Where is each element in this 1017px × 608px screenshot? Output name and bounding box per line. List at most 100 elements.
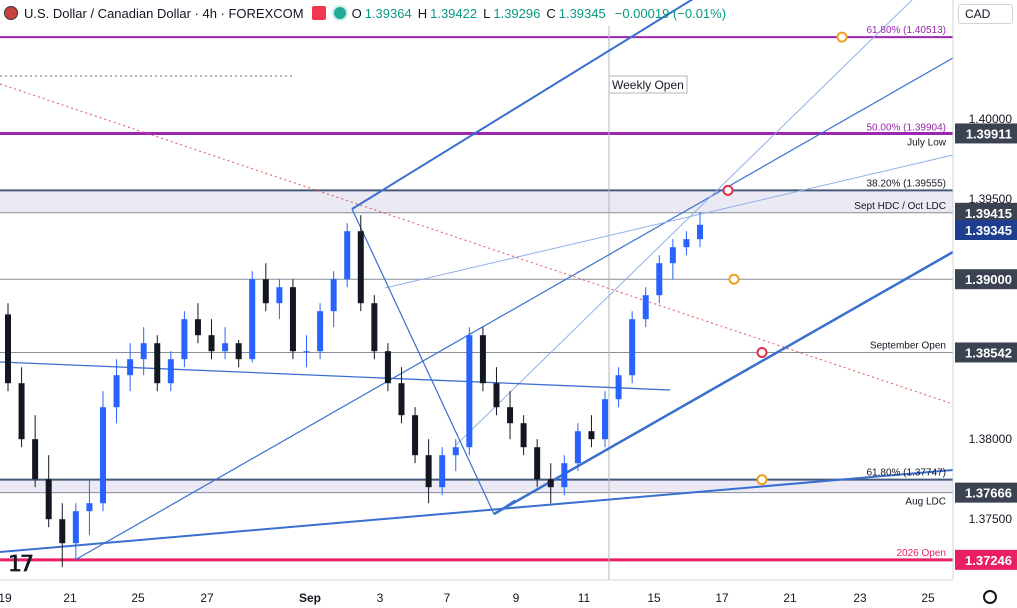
candle-body bbox=[127, 359, 134, 376]
candle-body bbox=[194, 319, 201, 336]
usd-cad-flag-icon bbox=[4, 6, 18, 20]
candle-body bbox=[371, 303, 378, 352]
chart-header: U.S. Dollar / Canadian Dollar · 4h · FOR… bbox=[0, 0, 732, 26]
price-axis bbox=[953, 0, 1017, 608]
candle-body bbox=[629, 319, 636, 376]
level-marker bbox=[756, 474, 768, 486]
candle-body bbox=[289, 287, 296, 352]
candle-body bbox=[113, 375, 120, 408]
candle-body bbox=[493, 383, 500, 408]
weekly-open-box bbox=[608, 75, 688, 94]
candle-body bbox=[330, 279, 337, 312]
close-label: C bbox=[546, 5, 556, 21]
x-tick-label: 9 bbox=[513, 591, 520, 605]
candle-body bbox=[669, 247, 676, 264]
candle-body bbox=[249, 279, 256, 360]
candle-body bbox=[425, 455, 432, 488]
candle-body bbox=[479, 335, 486, 384]
candle-body bbox=[32, 439, 39, 480]
base-trendline bbox=[0, 469, 954, 553]
candle-body bbox=[86, 503, 93, 512]
price-label: 1.38542 bbox=[965, 345, 1012, 360]
close-value: 1.39345 bbox=[558, 5, 606, 21]
candle-body bbox=[588, 431, 595, 440]
candle-body bbox=[561, 463, 568, 488]
x-tick-label: Sep bbox=[299, 591, 321, 605]
x-tick-label: 25 bbox=[921, 591, 935, 605]
candle-body bbox=[235, 343, 242, 360]
resistance-zone bbox=[0, 190, 953, 213]
price-label: 1.39911 bbox=[966, 126, 1012, 141]
symbol-title[interactable]: U.S. Dollar / Canadian Dollar · 4h · FOR… bbox=[24, 5, 304, 21]
candle-body bbox=[5, 314, 11, 384]
tradingview-logo: 𝟣𝟩 bbox=[8, 551, 34, 576]
channel-mid-1 bbox=[74, 57, 954, 561]
candle-body bbox=[398, 383, 405, 416]
x-tick-label: 23 bbox=[853, 591, 867, 605]
candle-body bbox=[208, 335, 215, 352]
x-tick-label: 25 bbox=[131, 591, 145, 605]
level-marker bbox=[836, 31, 848, 43]
annotation-label: Aug LDC bbox=[905, 497, 946, 508]
market-status-icon bbox=[333, 7, 346, 19]
settings-icon[interactable] bbox=[983, 590, 997, 604]
candle-body bbox=[99, 407, 106, 504]
price-label: 1.39000 bbox=[965, 272, 1012, 287]
candle-body bbox=[412, 415, 419, 456]
candle-body bbox=[534, 447, 541, 480]
candle-body bbox=[59, 519, 66, 544]
annotation-label: 61.80% (1.37747) bbox=[866, 468, 946, 479]
low-label: L bbox=[483, 5, 491, 21]
candle-body bbox=[181, 319, 188, 360]
y-tick-label: 1.38000 bbox=[969, 432, 1013, 446]
x-tick-label: 21 bbox=[63, 591, 77, 605]
x-tick-label: 17 bbox=[715, 591, 729, 605]
slope-line bbox=[0, 361, 671, 391]
price-label: 1.39345 bbox=[965, 223, 1012, 238]
x-tick-label: 3 bbox=[377, 591, 384, 605]
candle-body bbox=[384, 351, 391, 384]
candle-body bbox=[507, 407, 514, 424]
y-tick-label: 1.37500 bbox=[969, 512, 1013, 526]
y-tick-label: 1.40000 bbox=[969, 112, 1013, 126]
candle-body bbox=[222, 343, 229, 352]
candle-body bbox=[466, 335, 473, 448]
candle-body bbox=[439, 455, 446, 488]
candle-body bbox=[547, 479, 554, 488]
x-tick-label: 7 bbox=[444, 591, 451, 605]
price-label-box bbox=[955, 269, 1017, 290]
x-tick-label: 21 bbox=[783, 591, 797, 605]
candle-body bbox=[656, 263, 663, 296]
level-marker bbox=[728, 273, 740, 285]
price-label: 1.37666 bbox=[965, 486, 1012, 501]
change-value: −0.00019 (−0.01%) bbox=[614, 5, 727, 21]
candle-body bbox=[317, 311, 324, 352]
candle-body bbox=[154, 343, 161, 384]
annotation-label: 2026 Open bbox=[897, 548, 947, 559]
price-label: 1.39415 bbox=[965, 206, 1012, 221]
candle-body bbox=[167, 359, 174, 384]
x-tick-label: 19 bbox=[0, 591, 12, 605]
price-label: 1.37246 bbox=[965, 553, 1012, 568]
candle-body bbox=[615, 375, 622, 400]
pitchfork-handle bbox=[351, 208, 516, 515]
candle-body bbox=[72, 511, 79, 544]
candle-body bbox=[262, 279, 269, 304]
candle-body bbox=[697, 224, 703, 240]
currency-selector[interactable]: CAD bbox=[958, 4, 1013, 24]
price-label-box bbox=[955, 123, 1017, 144]
level-marker bbox=[722, 184, 734, 196]
candle-body bbox=[18, 383, 25, 440]
flag-icon[interactable] bbox=[311, 6, 326, 20]
level-marker bbox=[756, 346, 768, 358]
candle-body bbox=[452, 447, 459, 456]
annotation-label: 38.20% (1.39555) bbox=[866, 178, 946, 189]
open-label: O bbox=[351, 5, 362, 21]
channel-mid-3 bbox=[454, 0, 913, 447]
price-label-box bbox=[955, 482, 1017, 503]
candle-body bbox=[303, 351, 310, 353]
annotation-label: July Low bbox=[907, 137, 947, 148]
candle-body bbox=[276, 287, 283, 304]
price-label-box bbox=[955, 342, 1017, 363]
